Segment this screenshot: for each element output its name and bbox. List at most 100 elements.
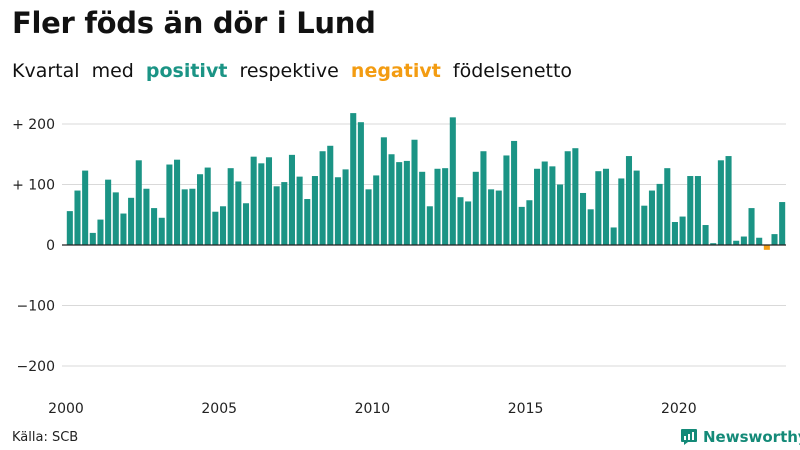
bar <box>174 159 181 245</box>
bar <box>702 225 709 245</box>
bar <box>388 154 395 245</box>
bar <box>380 137 387 245</box>
bar <box>327 145 334 245</box>
bar <box>740 236 747 245</box>
bar <box>725 156 732 245</box>
bar <box>151 208 158 245</box>
bar <box>534 168 541 245</box>
bar <box>480 151 487 245</box>
subtitle-text-net-births: födelsenetto <box>452 60 573 82</box>
bar <box>625 156 633 245</box>
x-tick-label: 2005 <box>201 401 237 417</box>
bar <box>82 170 89 245</box>
bar <box>618 178 625 245</box>
bar <box>733 240 740 245</box>
bar <box>633 170 640 245</box>
bar <box>511 140 518 245</box>
bar <box>595 171 602 245</box>
bar <box>694 176 701 245</box>
bar <box>181 189 188 245</box>
bar <box>373 175 380 246</box>
bar <box>166 164 173 245</box>
bar <box>664 168 671 245</box>
chart-title: Fler föds än dör i Lund <box>12 6 376 40</box>
bar <box>549 166 556 245</box>
bar <box>488 189 495 245</box>
bar <box>158 217 165 245</box>
x-tick-label: 2000 <box>48 401 84 417</box>
bar <box>319 151 326 245</box>
y-tick-label: 0 <box>46 238 55 254</box>
bar <box>472 171 479 245</box>
y-tick-label: −100 <box>17 299 55 315</box>
chart-subtitle: Kvartal med positivt respektive negativt… <box>12 60 572 82</box>
bar <box>296 176 303 245</box>
bar <box>771 234 778 245</box>
bar <box>288 154 295 245</box>
bar <box>242 203 250 245</box>
bar <box>518 206 525 245</box>
y-tick-label: −200 <box>17 359 55 375</box>
newsworthy-logo-icon <box>681 429 697 445</box>
bar <box>120 213 127 245</box>
bar <box>717 160 724 245</box>
brand-name: Newsworthy <box>703 428 800 446</box>
bar <box>587 209 594 246</box>
bar <box>541 161 548 245</box>
bar <box>564 151 571 245</box>
bar <box>357 122 364 245</box>
bar <box>403 160 410 245</box>
bar <box>426 206 433 245</box>
bar <box>687 176 694 245</box>
bar <box>334 177 341 245</box>
subtitle-text-quarters: Kvartal med <box>12 60 134 82</box>
bar <box>748 208 755 245</box>
bar <box>756 237 763 245</box>
bar <box>572 148 579 245</box>
subtitle-positive-word: positivt <box>145 60 228 82</box>
bar <box>281 182 288 245</box>
bar <box>342 169 349 246</box>
bar <box>227 168 234 245</box>
bar <box>250 156 257 245</box>
bar <box>143 188 150 246</box>
bar <box>396 162 403 245</box>
bar <box>411 139 418 245</box>
brand-logo: Newsworthy <box>680 427 800 447</box>
bar <box>779 202 786 245</box>
y-tick-label: + 200 <box>12 117 55 133</box>
subtitle-negative-word: negativt <box>350 60 441 82</box>
bar <box>648 190 655 245</box>
bar <box>273 186 280 245</box>
bar <box>503 155 510 245</box>
bar <box>656 183 663 245</box>
bar <box>258 163 265 245</box>
x-tick-label: 2020 <box>661 401 697 417</box>
bar <box>189 188 196 246</box>
bar <box>442 168 449 245</box>
bar <box>557 184 564 245</box>
bar <box>97 219 104 245</box>
bar <box>197 174 204 245</box>
bar <box>212 211 219 245</box>
bar <box>526 200 533 245</box>
bar <box>710 243 717 245</box>
bar <box>350 113 357 245</box>
bar <box>671 222 678 245</box>
bar <box>105 179 112 245</box>
bar <box>602 168 610 245</box>
x-tick-label: 2010 <box>355 401 391 417</box>
bar <box>219 206 227 245</box>
bar <box>112 192 119 245</box>
bar <box>135 160 142 245</box>
bar <box>457 197 464 245</box>
x-tick-label: 2015 <box>508 401 544 417</box>
bar <box>304 199 311 245</box>
bar <box>610 227 617 245</box>
bar <box>74 190 81 245</box>
bar <box>679 216 686 245</box>
bar <box>449 117 456 245</box>
bar <box>66 211 73 245</box>
subtitle-text-respectively: respektive <box>239 60 339 82</box>
